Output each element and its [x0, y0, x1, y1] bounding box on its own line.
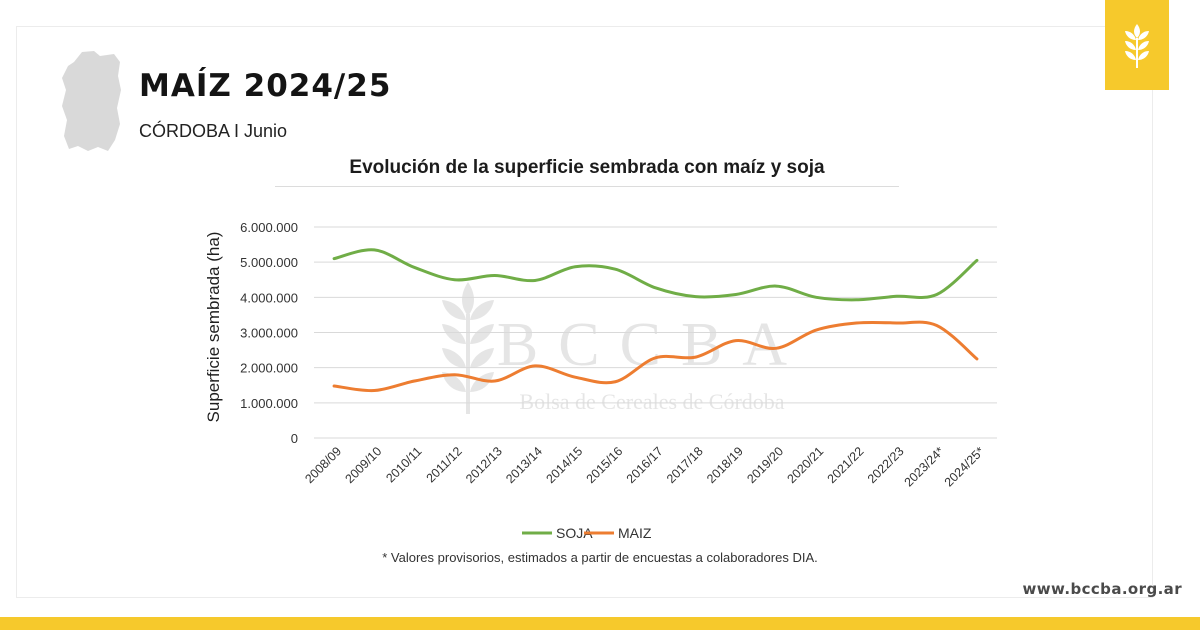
legend-label-soja: SOJA: [556, 525, 593, 541]
data-point-maiz: [533, 364, 537, 368]
y-tick-label: 5.000.000: [240, 255, 298, 270]
data-point-soja: [734, 293, 738, 297]
page-title: MAÍZ 2024/25: [139, 68, 392, 104]
data-point-maiz: [774, 346, 778, 350]
x-tick-label: 2008/09: [302, 444, 344, 486]
data-point-soja: [694, 295, 698, 299]
data-point-soja: [453, 278, 457, 282]
data-point-maiz: [895, 321, 899, 325]
watermark-wheat-icon: [442, 282, 494, 414]
data-point-maiz: [493, 379, 497, 383]
x-tick-label: 2013/14: [503, 444, 545, 486]
cordoba-map-icon: [62, 51, 121, 151]
data-point-maiz: [654, 356, 658, 360]
chart-title: Evolución de la superficie sembrada con …: [349, 157, 825, 178]
chart-card: [16, 26, 1153, 598]
wheat-icon: [1125, 24, 1149, 68]
x-tick-label: 2024/25*: [942, 444, 987, 489]
data-point-soja: [573, 265, 577, 269]
data-point-soja: [774, 284, 778, 288]
data-point-maiz: [372, 389, 376, 393]
data-point-soja: [935, 293, 939, 297]
data-point-maiz: [814, 328, 818, 332]
series-line-maiz: [332, 320, 979, 393]
x-tick-label: 2011/12: [424, 444, 465, 485]
x-tick-label: 2014/15: [543, 444, 585, 486]
data-point-soja: [654, 286, 658, 290]
data-point-soja: [332, 257, 336, 261]
x-tick-label: 2023/24*: [902, 444, 947, 489]
footnote: * Valores provisorios, estimados a parti…: [382, 550, 818, 565]
data-point-soja: [412, 265, 416, 269]
data-point-maiz: [332, 384, 336, 388]
title-divider: [275, 186, 899, 187]
data-point-maiz: [935, 323, 939, 327]
brand-logo[interactable]: [1105, 0, 1169, 90]
bccba-watermark: BCCBA Bolsa de Cereales de Córdoba: [442, 282, 787, 414]
x-tick-label: 2019/20: [744, 444, 786, 486]
page-subtitle: CÓRDOBA I Junio: [139, 121, 288, 141]
data-point-maiz: [694, 355, 698, 359]
data-point-soja: [613, 267, 617, 271]
y-tick-label: 0: [291, 431, 298, 446]
data-point-soja: [493, 274, 497, 278]
data-point-maiz: [734, 339, 738, 343]
y-axis-label: Superficie sembrada (ha): [204, 232, 223, 423]
bottom-brand-bar: [0, 617, 1200, 630]
series-line-soja: [332, 248, 979, 302]
data-point-maiz: [854, 321, 858, 325]
x-tick-label: 2018/19: [704, 444, 746, 486]
data-point-soja: [854, 298, 858, 302]
legend-label-maiz: MAIZ: [618, 525, 652, 541]
data-point-maiz: [453, 373, 457, 377]
data-point-soja: [533, 278, 537, 282]
x-tick-label: 2020/21: [784, 444, 826, 486]
data-point-soja: [895, 294, 899, 298]
data-point-maiz: [975, 357, 979, 361]
website-link[interactable]: www.bccba.org.ar: [1022, 580, 1182, 598]
x-tick-label: 2017/18: [664, 444, 706, 486]
x-tick-label: 2015/16: [584, 444, 626, 486]
x-tick-label: 2012/13: [463, 444, 505, 486]
data-point-soja: [975, 258, 979, 262]
y-tick-label: 2.000.000: [240, 361, 298, 376]
x-tick-label: 2016/17: [624, 444, 666, 486]
y-tick-label: 4.000.000: [240, 290, 298, 305]
data-point-maiz: [613, 380, 617, 384]
y-tick-label: 3.000.000: [240, 326, 298, 341]
x-tick-label: 2021/22: [825, 444, 867, 486]
data-point-soja: [814, 295, 818, 299]
watermark-subtitle: Bolsa de Cereales de Córdoba: [519, 389, 784, 414]
y-tick-label: 1.000.000: [240, 396, 298, 411]
y-tick-label: 6.000.000: [240, 220, 298, 235]
x-tick-label: 2009/10: [343, 444, 385, 486]
x-tick-label: 2010/11: [383, 444, 424, 485]
data-point-maiz: [573, 375, 577, 379]
data-point-maiz: [412, 379, 416, 383]
data-point-soja: [372, 248, 376, 252]
